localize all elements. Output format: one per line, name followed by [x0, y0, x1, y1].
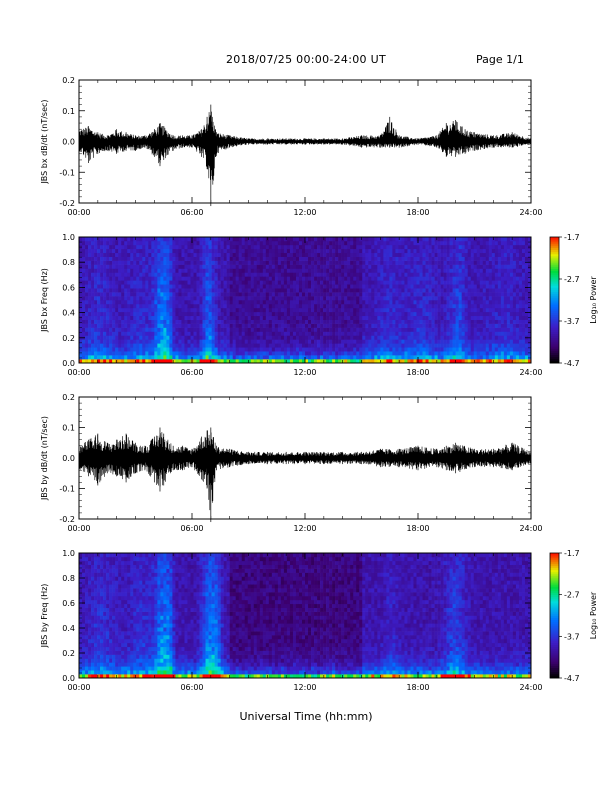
- colorbar-frame: [549, 552, 560, 679]
- y-axis-title: JBS bx dB/dt (nT/sec): [40, 99, 49, 184]
- x-tick-label: 06:00: [180, 368, 203, 377]
- y-tick-label: 0.1: [62, 424, 75, 433]
- x-tick-label: 06:00: [180, 208, 203, 217]
- x-tick-label: 12:00: [293, 524, 316, 533]
- x-tick-label: 18:00: [406, 683, 429, 692]
- y-tick-label: 1.0: [62, 549, 75, 558]
- y-tick-label: 0.8: [62, 574, 75, 583]
- colorbar-tick-label: -2.7: [564, 591, 580, 600]
- spectrogram-image: [79, 237, 532, 364]
- x-tick-label: 06:00: [180, 683, 203, 692]
- y-tick-label: 0.2: [62, 649, 75, 658]
- spectrogram-image: [79, 553, 532, 679]
- colorbar-tick-label: -4.7: [564, 359, 580, 368]
- series-line: [78, 111, 532, 185]
- x-tick-label: 18:00: [406, 368, 429, 377]
- x-tick-label: 24:00: [519, 368, 542, 377]
- colorbar-tick-label: -4.7: [564, 674, 580, 683]
- y-tick-label: 0.8: [62, 258, 75, 267]
- x-axis-title: Universal Time (hh:mm): [239, 710, 373, 723]
- y-axis-title: JBS by Freq (Hz): [40, 584, 49, 649]
- colorbar-label: Log₁₀ Power: [589, 276, 598, 324]
- colorbar: [550, 237, 559, 364]
- y-tick-label: 0.2: [62, 76, 75, 85]
- x-tick-label: 12:00: [293, 368, 316, 377]
- series-line: [78, 430, 532, 511]
- x-tick-label: 12:00: [293, 683, 316, 692]
- y-tick-label: 0.0: [62, 359, 75, 368]
- x-tick-label: 18:00: [406, 524, 429, 533]
- x-tick-label: 24:00: [519, 524, 542, 533]
- x-tick-label: 12:00: [293, 208, 316, 217]
- colorbar-tick-label: -3.7: [564, 317, 580, 326]
- y-tick-label: 0.0: [62, 454, 75, 463]
- y-tick-label: 0.0: [62, 138, 75, 147]
- x-tick-label: 06:00: [180, 524, 203, 533]
- x-tick-label: 00:00: [67, 208, 90, 217]
- x-tick-label: 24:00: [519, 208, 542, 217]
- y-tick-label: 0.1: [62, 107, 75, 116]
- y-tick-label: 0.2: [62, 334, 75, 343]
- x-tick-label: 18:00: [406, 208, 429, 217]
- y-tick-label: 0.6: [62, 599, 75, 608]
- x-tick-label: 24:00: [519, 683, 542, 692]
- y-tick-label: 1.0: [62, 233, 75, 242]
- y-tick-label: 0.4: [62, 309, 75, 318]
- colorbar-label: Log₁₀ Power: [589, 591, 598, 639]
- y-tick-label: 0.6: [62, 283, 75, 292]
- x-tick-label: 00:00: [67, 368, 90, 377]
- colorbar-tick-label: -2.7: [564, 275, 580, 284]
- y-axis-title: JBS by dB/dt (nT/sec): [40, 416, 49, 501]
- colorbar-tick-label: -3.7: [564, 632, 580, 641]
- y-tick-label: 0.2: [62, 393, 75, 402]
- colorbar-tick-label: -1.7: [564, 233, 580, 242]
- y-tick-label: -0.1: [59, 485, 75, 494]
- colorbar-tick-label: -1.7: [564, 549, 580, 558]
- y-tick-label: 0.0: [62, 674, 75, 683]
- y-tick-label: -0.1: [59, 168, 75, 177]
- x-tick-label: 00:00: [67, 524, 90, 533]
- y-tick-label: 0.4: [62, 624, 75, 633]
- page-number: Page 1/1: [476, 53, 524, 66]
- y-tick-label: -0.2: [59, 515, 75, 524]
- y-tick-label: -0.2: [59, 199, 75, 208]
- y-axis-title: JBS bx Freq (Hz): [40, 268, 49, 333]
- page-title: 2018/07/25 00:00-24:00 UT: [225, 53, 387, 66]
- colorbar-frame: [549, 236, 560, 364]
- x-tick-label: 00:00: [67, 683, 90, 692]
- colorbar: [550, 553, 559, 679]
